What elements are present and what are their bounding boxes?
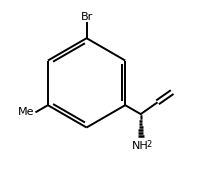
Text: NH: NH [132, 141, 149, 150]
Text: Br: Br [80, 12, 93, 22]
Text: Me: Me [18, 107, 35, 117]
Text: 2: 2 [146, 140, 151, 149]
